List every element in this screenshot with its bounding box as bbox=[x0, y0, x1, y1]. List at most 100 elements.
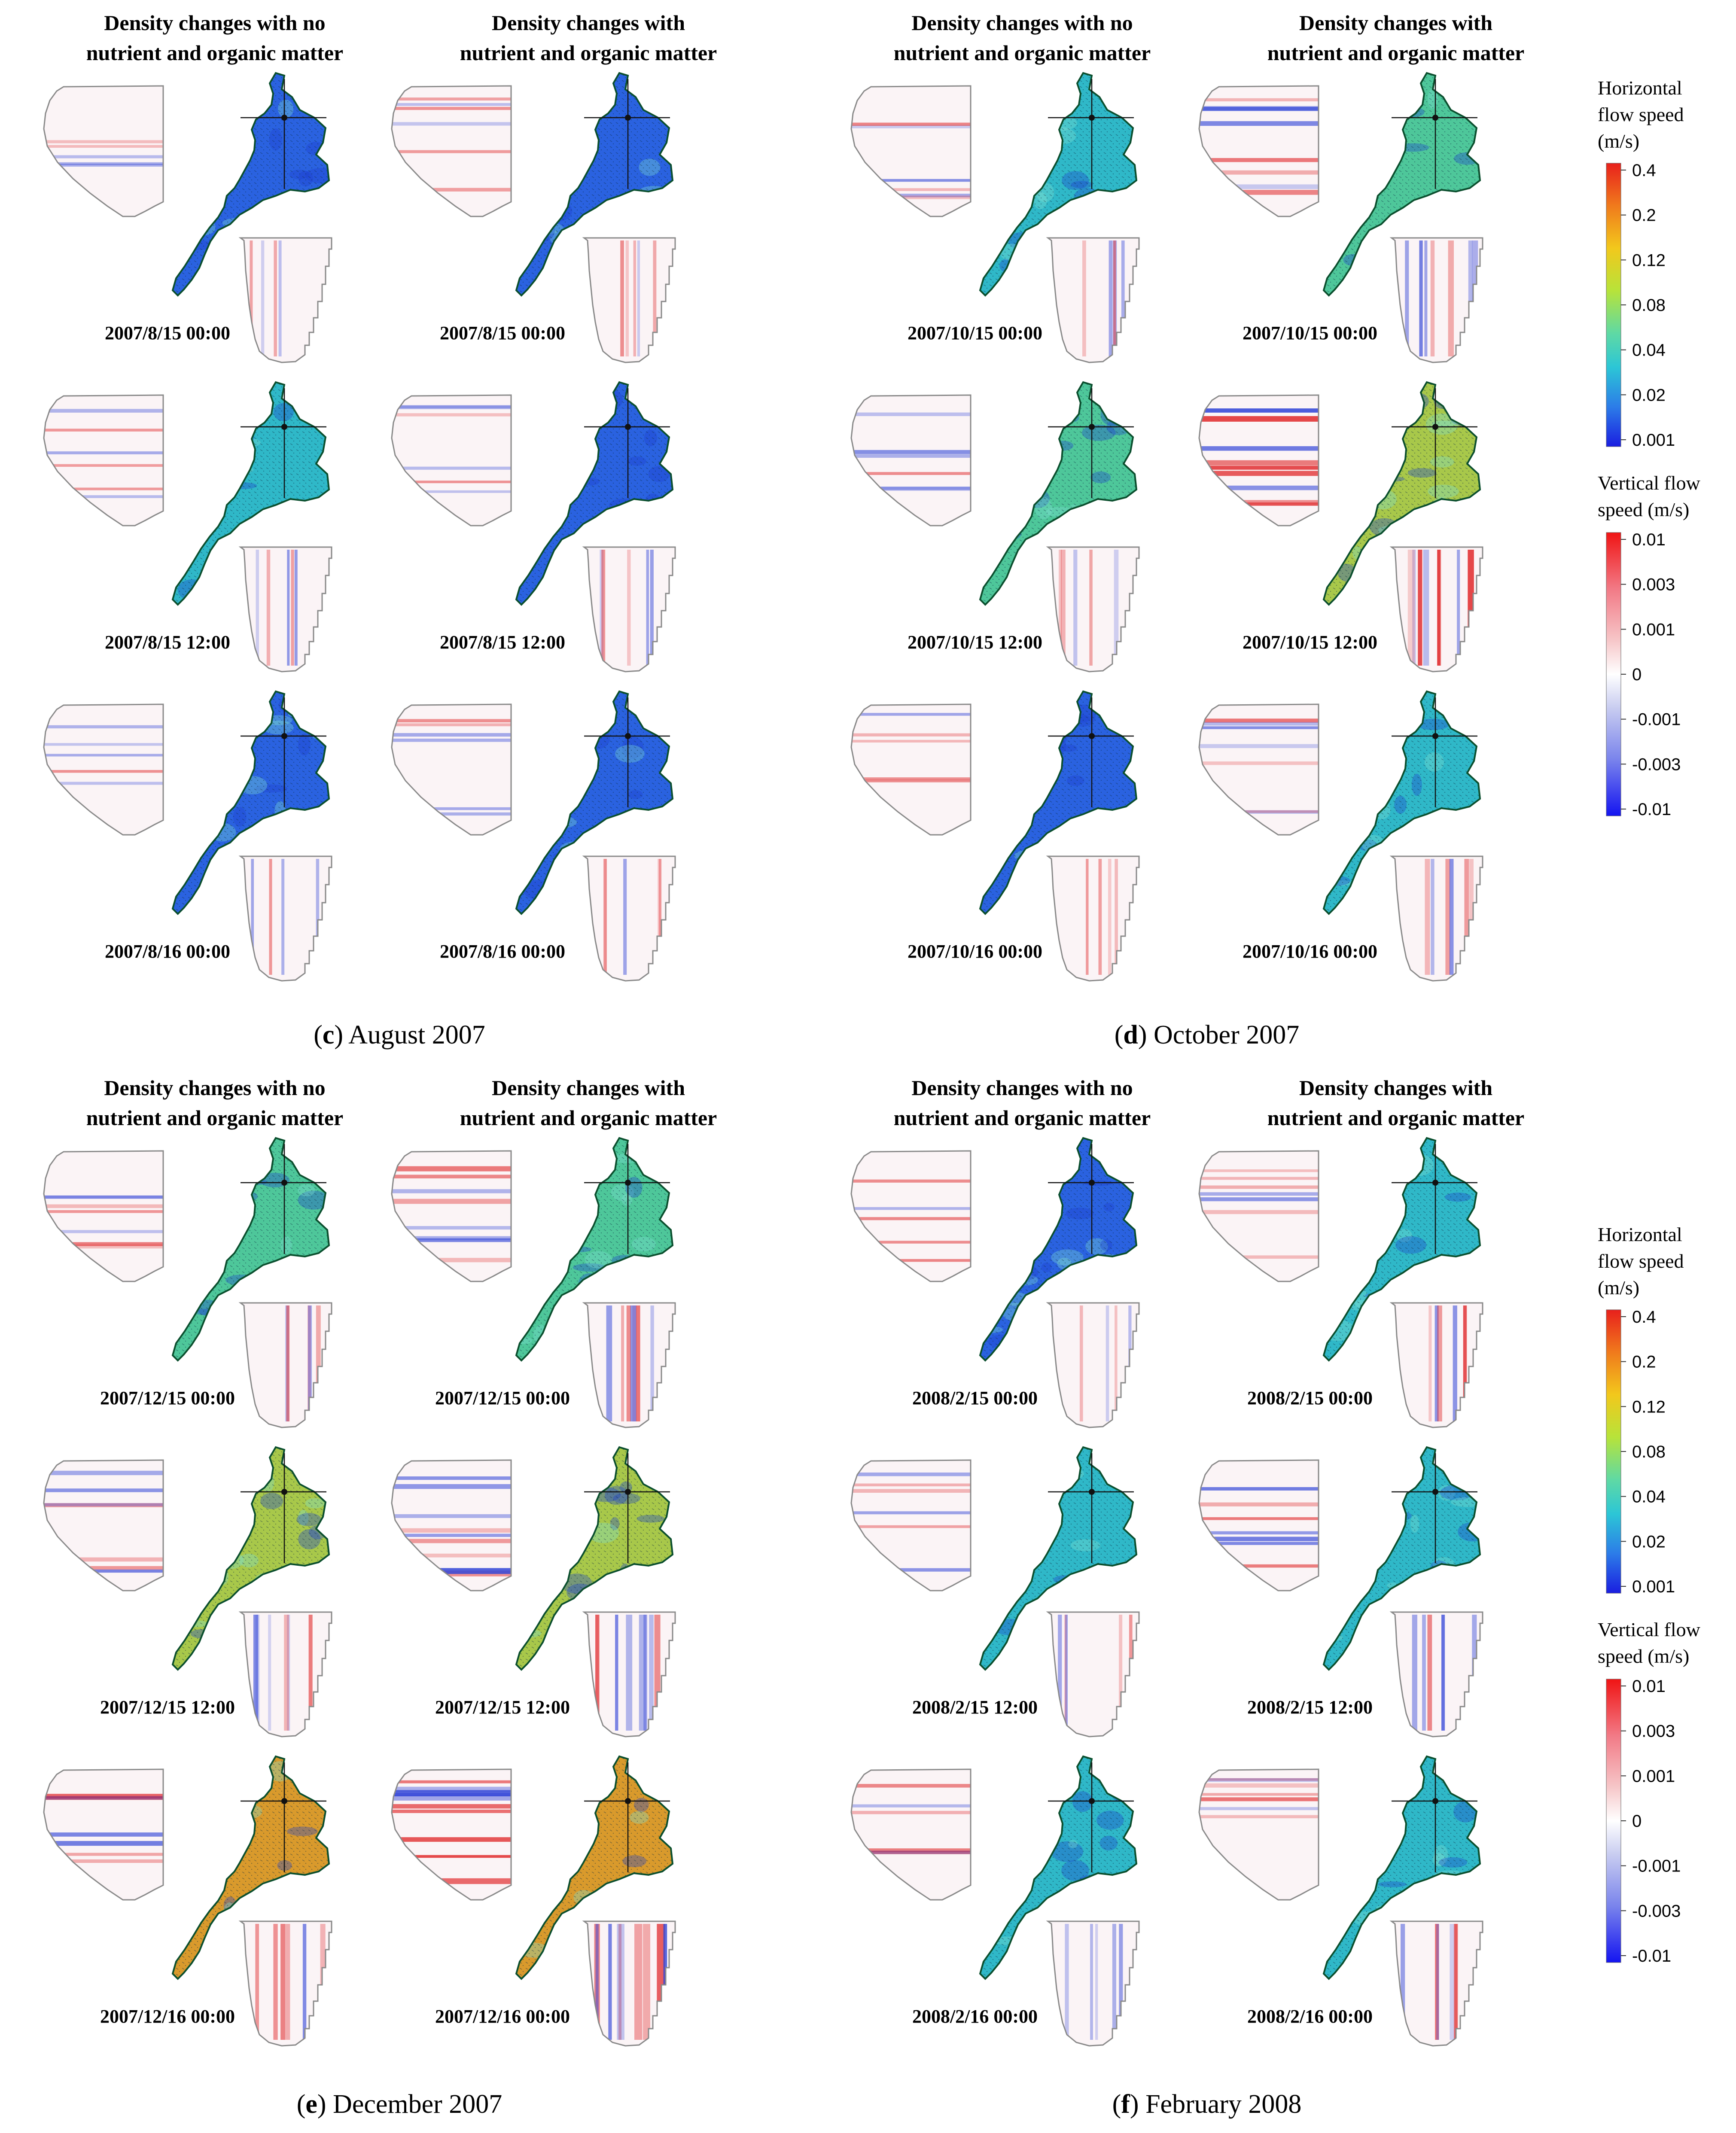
colorbar-tick-vertical: 0.001 bbox=[1632, 620, 1675, 639]
lateral-section bbox=[850, 703, 972, 836]
panel-row: 2007/8/16 00:00 2007/8/16 00:00 bbox=[43, 691, 676, 982]
lateral-section bbox=[1198, 394, 1319, 526]
vertical-section bbox=[240, 1611, 332, 1737]
timestamp-no-nutrient: 2008/2/15 00:00 bbox=[912, 1388, 1038, 1409]
lateral-section bbox=[43, 1768, 164, 1901]
vertical-section bbox=[1047, 855, 1140, 982]
column-header-no-nutrient: Density changes with no bbox=[104, 1076, 325, 1100]
colorbar-horizontal bbox=[1606, 163, 1621, 447]
lateral-section bbox=[43, 1459, 164, 1591]
color-legend: Horizontal flow speed (m/s) 0.4 0.2 0.12 0.08 0… bbox=[1598, 77, 1701, 819]
vertical-section bbox=[1391, 1611, 1483, 1737]
panel-caption: (c) August 2007 bbox=[314, 1020, 485, 1050]
column-header-with-nutrient: Density changes with bbox=[492, 1076, 685, 1100]
column-header-no-nutrient: Density changes with no bbox=[911, 1076, 1133, 1100]
timestamp-no-nutrient: 2007/8/15 00:00 bbox=[105, 323, 230, 344]
timestamp-no-nutrient: 2008/2/15 12:00 bbox=[912, 1697, 1038, 1718]
colorbar-tick-vertical: 0.001 bbox=[1632, 1767, 1675, 1786]
panel-row: 2007/12/15 00:00 2007/12/15 00:00 bbox=[43, 1137, 676, 1428]
lateral-section bbox=[391, 1768, 512, 1901]
timestamp-with-nutrient: 2007/12/15 12:00 bbox=[435, 1697, 570, 1718]
lateral-section bbox=[850, 1768, 972, 1901]
vertical-section bbox=[1047, 237, 1140, 363]
colorbar-tick-horizontal: 0.001 bbox=[1632, 1577, 1675, 1596]
vertical-section bbox=[583, 1302, 676, 1428]
timestamp-no-nutrient: 2007/10/16 00:00 bbox=[908, 941, 1042, 962]
caption-letter: f bbox=[1121, 2090, 1130, 2119]
colorbar-tick-horizontal: 0.001 bbox=[1632, 431, 1675, 450]
colorbar-tick-horizontal: 0.08 bbox=[1632, 296, 1666, 315]
lateral-section bbox=[1198, 1150, 1319, 1282]
timestamp-no-nutrient: 2007/12/15 00:00 bbox=[100, 1388, 235, 1409]
vertical-section bbox=[240, 1920, 332, 2047]
lateral-section bbox=[391, 85, 512, 217]
panel-row: 2008/2/15 00:00 2008/2/15 00:00 bbox=[850, 1137, 1483, 1428]
timestamp-no-nutrient: 2007/12/16 00:00 bbox=[100, 2006, 235, 2027]
lateral-section bbox=[850, 394, 972, 526]
legend-title-vertical: Vertical flow bbox=[1598, 472, 1701, 494]
lateral-section bbox=[391, 703, 512, 836]
timestamp-with-nutrient: 2007/8/15 12:00 bbox=[440, 632, 565, 653]
panel-row: 2008/2/16 00:00 2008/2/16 00:00 bbox=[850, 1756, 1483, 2047]
column-header-no-nutrient: Density changes with no bbox=[911, 11, 1133, 35]
lateral-section bbox=[43, 1150, 164, 1282]
panel-row: 2007/12/16 00:00 2007/12/16 00:00 bbox=[43, 1756, 676, 2047]
legend-title-horizontal: (m/s) bbox=[1598, 130, 1639, 152]
colorbar-tick-horizontal: 0.04 bbox=[1632, 1488, 1666, 1506]
legend-title-horizontal: Horizontal bbox=[1598, 77, 1682, 99]
legend-title-horizontal: Horizontal bbox=[1598, 1223, 1682, 1245]
colorbar-vertical bbox=[1606, 532, 1621, 816]
caption-text: ) August 2007 bbox=[334, 1020, 485, 1050]
colorbar-tick-vertical: -0.01 bbox=[1632, 1947, 1671, 1966]
legend-title-horizontal: (m/s) bbox=[1598, 1277, 1639, 1299]
colorbar-tick-horizontal: 0.12 bbox=[1632, 251, 1666, 270]
panel-row: 2007/12/15 12:00 2007/12/15 12:00 bbox=[43, 1446, 676, 1737]
lateral-section bbox=[1198, 85, 1319, 217]
colorbar-tick-horizontal: 0.2 bbox=[1632, 1353, 1656, 1372]
lateral-section bbox=[43, 85, 164, 217]
vertical-section bbox=[240, 855, 332, 982]
timestamp-no-nutrient: 2007/8/16 00:00 bbox=[105, 941, 230, 962]
timestamp-with-nutrient: 2007/8/16 00:00 bbox=[440, 941, 565, 962]
colorbar-tick-vertical: 0.01 bbox=[1632, 530, 1666, 549]
column-header-with-nutrient: Density changes with bbox=[1299, 11, 1492, 35]
column-header-no-nutrient: nutrient and organic matter bbox=[894, 41, 1151, 65]
colorbar-tick-vertical: 0.01 bbox=[1632, 1677, 1666, 1696]
lateral-section bbox=[1198, 1459, 1319, 1591]
vertical-section bbox=[1047, 546, 1140, 672]
colorbar-tick-vertical: -0.01 bbox=[1632, 800, 1671, 819]
colorbar-tick-horizontal: 0.02 bbox=[1632, 1532, 1666, 1551]
column-header-with-nutrient: Density changes with bbox=[492, 11, 685, 35]
lateral-section bbox=[391, 1459, 512, 1591]
colorbar-tick-vertical: -0.001 bbox=[1632, 710, 1681, 729]
panel-row: 2008/2/15 12:00 2008/2/15 12:00 bbox=[850, 1446, 1483, 1737]
timestamp-with-nutrient: 2008/2/15 12:00 bbox=[1247, 1697, 1373, 1718]
vertical-section bbox=[1047, 1302, 1140, 1428]
colorbar-tick-horizontal: 0.4 bbox=[1632, 161, 1656, 180]
vertical-section bbox=[1047, 1920, 1140, 2047]
lateral-section bbox=[850, 1150, 972, 1282]
vertical-section bbox=[240, 546, 332, 672]
vertical-section bbox=[1391, 546, 1483, 672]
timestamp-no-nutrient: 2007/10/15 00:00 bbox=[908, 323, 1042, 344]
timestamp-with-nutrient: 2007/10/15 12:00 bbox=[1243, 632, 1377, 653]
column-header-with-nutrient: nutrient and organic matter bbox=[1267, 41, 1525, 65]
lateral-section bbox=[391, 1150, 512, 1282]
legend-title-vertical: speed (m/s) bbox=[1598, 499, 1689, 520]
colorbar-tick-vertical: 0 bbox=[1632, 1812, 1642, 1831]
timestamp-with-nutrient: 2007/12/16 00:00 bbox=[435, 2006, 570, 2027]
colorbar-tick-vertical: -0.001 bbox=[1632, 1857, 1681, 1876]
vertical-section bbox=[583, 546, 676, 672]
caption-letter: e bbox=[305, 2090, 317, 2119]
panel-e: Density changes with no nutrient and orga… bbox=[43, 1076, 717, 2119]
timestamp-with-nutrient: 2007/10/15 00:00 bbox=[1243, 323, 1377, 344]
panel-caption: (f) February 2008 bbox=[1112, 2090, 1302, 2119]
timestamp-no-nutrient: 2008/2/16 00:00 bbox=[912, 2006, 1038, 2027]
panel-d: Density changes with no nutrient and orga… bbox=[850, 11, 1524, 1050]
column-header-no-nutrient: nutrient and organic matter bbox=[86, 41, 344, 65]
panel-caption: (d) October 2007 bbox=[1115, 1020, 1299, 1050]
colorbar-vertical bbox=[1606, 1679, 1621, 1963]
colorbar-tick-horizontal: 0.12 bbox=[1632, 1397, 1666, 1416]
vertical-section bbox=[583, 237, 676, 363]
